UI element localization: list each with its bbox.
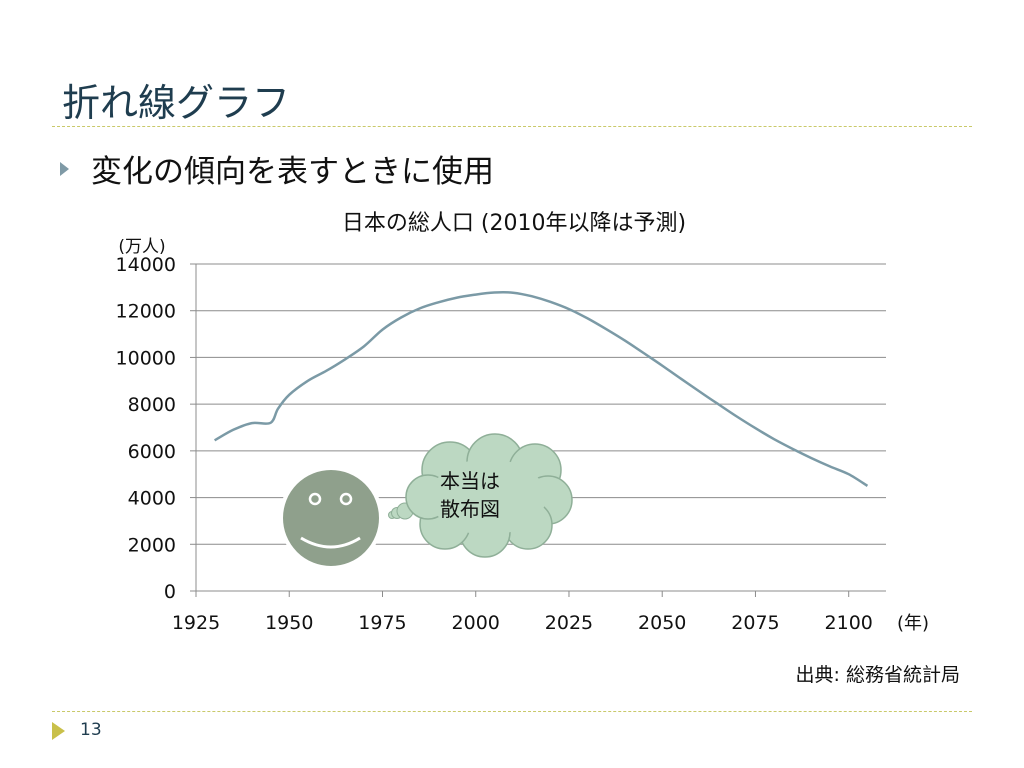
x-tick-label: 2000 bbox=[452, 612, 500, 634]
page-number: 13 bbox=[80, 720, 102, 740]
x-tick-label: 1975 bbox=[358, 612, 406, 634]
x-tick-label: 2075 bbox=[731, 612, 779, 634]
y-tick-label: 0 bbox=[164, 581, 176, 603]
callout-line-1: 本当は bbox=[440, 469, 500, 493]
callout-line-2: 散布図 bbox=[440, 497, 500, 521]
y-tick-label: 10000 bbox=[116, 347, 176, 369]
x-tick-label: 1950 bbox=[265, 612, 313, 634]
x-tick-label: 2050 bbox=[638, 612, 686, 634]
slide-title: 折れ線グラフ bbox=[62, 81, 291, 125]
title-divider bbox=[52, 126, 972, 127]
y-tick-label: 2000 bbox=[128, 534, 176, 556]
y-tick-label: 6000 bbox=[128, 441, 176, 463]
x-tick-label: 2100 bbox=[825, 612, 873, 634]
y-axis-unit-label: (万人) bbox=[118, 237, 165, 257]
page-arrow-icon bbox=[52, 722, 65, 740]
thought-bubble: 本当は 散布図 bbox=[388, 433, 573, 558]
y-tick-label: 8000 bbox=[128, 394, 176, 416]
smiley-face-icon bbox=[279, 466, 383, 570]
x-tick-label: 2025 bbox=[545, 612, 593, 634]
footer-divider bbox=[52, 711, 972, 712]
source-note: 出典: 総務省統計局 bbox=[795, 664, 960, 686]
y-tick-label: 4000 bbox=[128, 488, 176, 510]
bullet-text: 変化の傾向を表すときに使用 bbox=[91, 154, 494, 190]
y-tick-label: 14000 bbox=[116, 254, 176, 276]
x-tick-label: 1925 bbox=[172, 612, 220, 634]
bullet-item: 変化の傾向を表すときに使用 bbox=[60, 146, 494, 191]
bullet-arrow-icon bbox=[60, 161, 69, 176]
x-axis-unit-label: (年) bbox=[897, 613, 929, 634]
series-line bbox=[213, 291, 869, 487]
y-tick-label: 12000 bbox=[116, 301, 176, 323]
chart-title: 日本の総人口 (2010年以降は予測) bbox=[342, 211, 686, 236]
